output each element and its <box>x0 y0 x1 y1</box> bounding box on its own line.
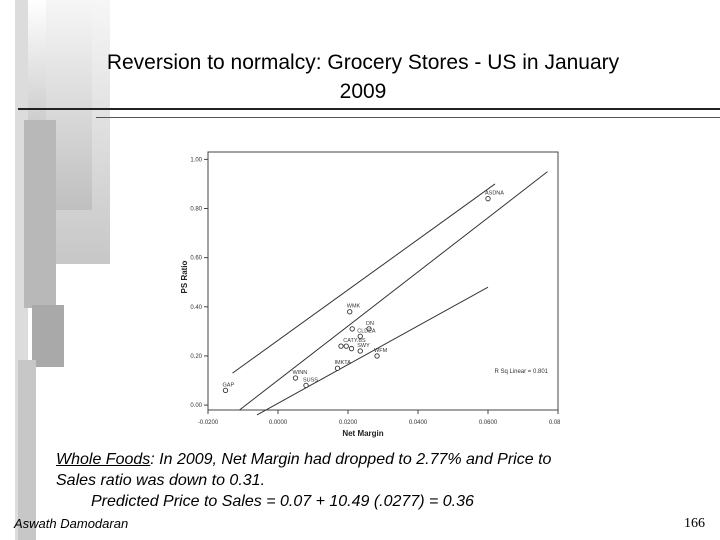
caption: Whole Foods: In 2009, Net Margin had dro… <box>56 449 696 512</box>
x-tick-label-3: 0.0400 <box>409 420 428 426</box>
y-tick-label-4: 0.80 <box>190 207 202 213</box>
data-point-label-1: WMK <box>347 304 361 310</box>
y-tick-label-3: 0.60 <box>190 256 202 262</box>
data-point-1 <box>347 309 353 315</box>
data-point-5 <box>343 343 349 349</box>
x-tick-label-1: 0.0000 <box>269 420 288 426</box>
caption-line2: Sales ratio was down to 0.31. <box>56 472 266 489</box>
data-point-12 <box>303 382 309 389</box>
data-point-label-9: WFM <box>374 348 388 354</box>
decor-block-4 <box>24 120 56 308</box>
decor-block-6 <box>18 360 36 540</box>
data-point-label-0: ASDNA <box>485 191 504 197</box>
data-point-label-11: WINN <box>293 370 308 376</box>
data-point-label-8: SWY <box>357 343 370 349</box>
data-point-4 <box>357 333 363 339</box>
data-point-3 <box>349 326 355 332</box>
data-point-label-2: DN <box>366 321 374 327</box>
line-upper <box>232 183 496 374</box>
y-tick-label-5: 1.00 <box>190 157 202 163</box>
footer-author: Aswath Damodaran <box>14 516 129 531</box>
page-number: 166 <box>684 516 705 531</box>
data-point-label-13: GAP <box>223 382 235 388</box>
data-point-7 <box>348 345 355 352</box>
data-point-10 <box>334 365 341 371</box>
plot-frame <box>207 151 559 411</box>
data-point-label-5: CATY.BS <box>343 338 366 344</box>
caption-line1: Whole Foods: In 2009, Net Margin had dro… <box>56 449 696 470</box>
caption-line3: Predicted Price to Sales = 0.07 + 10.49 … <box>91 493 474 510</box>
slide-title: Reversion to normalcy: Grocery Stores - … <box>58 48 668 106</box>
caption-line1-rest: : In 2009, Net Margin had dropped to 2.7… <box>150 451 552 468</box>
line-lower <box>256 286 489 416</box>
y-tick-label-0: 0.00 <box>190 403 202 409</box>
data-point-label-10: IMKTA <box>335 360 352 366</box>
data-point-0 <box>485 196 491 202</box>
data-point-label-12: SUSS <box>303 377 318 383</box>
x-tick-label-2: 0.0200 <box>339 420 358 426</box>
data-point-11 <box>292 375 299 381</box>
data-point-13 <box>222 387 229 393</box>
x-tick-label-5: 0.0800 <box>549 420 560 426</box>
slide-title-line2: 2009 <box>339 80 387 103</box>
x-tick-label-4: 0.0600 <box>479 420 498 426</box>
title-rule-thin <box>96 117 720 118</box>
data-point-6 <box>338 343 344 349</box>
data-point-8 <box>357 348 363 354</box>
y-tick-label-2: 0.40 <box>190 305 202 311</box>
x-tick-label-0: -0.0200 <box>198 420 219 426</box>
x-axis-label: Net Margin <box>342 429 383 438</box>
caption-company: Whole Foods <box>56 451 151 468</box>
data-point-2 <box>366 326 372 332</box>
y-tick-label-1: 0.20 <box>190 354 202 360</box>
y-axis-label: PS Ratio <box>180 260 189 293</box>
data-point-9 <box>374 353 380 359</box>
r-squared-annotation: R Sq Linear = 0.801 <box>494 369 548 375</box>
decor-block-3 <box>46 0 110 264</box>
slide-title-line1: Reversion to normalcy: Grocery Stores - … <box>106 51 620 74</box>
data-point-label-4: CLDEA <box>357 328 376 334</box>
title-rule <box>18 108 720 110</box>
line-fit <box>239 171 548 411</box>
scatter-chart: -0.0200 0.0000 0.0200 0.0400 0.0600 0.0800 0.0… <box>180 151 560 438</box>
decor-block-5 <box>32 305 64 367</box>
